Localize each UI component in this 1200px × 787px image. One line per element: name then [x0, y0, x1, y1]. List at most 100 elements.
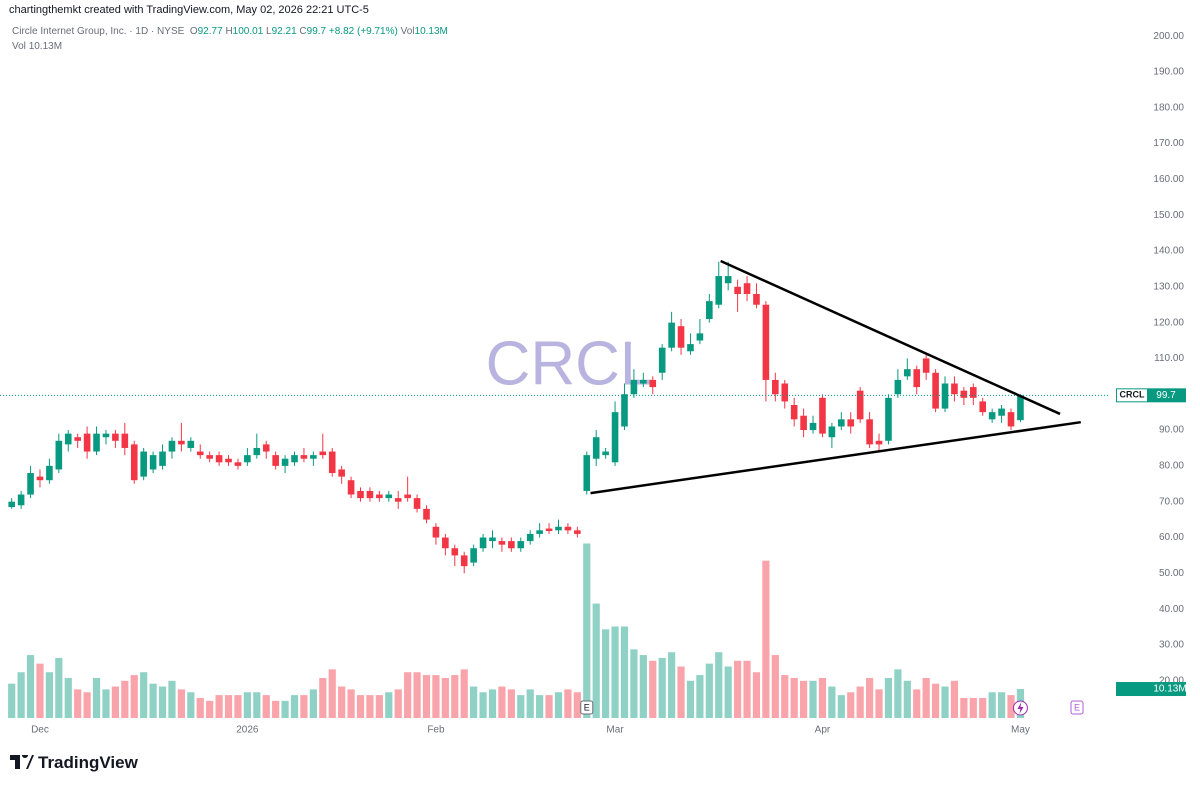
candle-body: [338, 469, 345, 477]
volume-bar: [517, 695, 525, 718]
volume-bar: [875, 689, 883, 718]
candle-body: [517, 541, 525, 549]
candle-body: [206, 455, 213, 459]
volume-bar: [762, 560, 770, 718]
candle-body: [970, 387, 977, 398]
volume-bar: [668, 652, 676, 718]
volume-bar: [26, 655, 35, 718]
volume-bar: [92, 677, 101, 718]
volume-bar: [36, 663, 44, 718]
candle-body: [17, 494, 25, 506]
volume-bar: [536, 695, 544, 718]
candle-body: [536, 530, 543, 534]
ohlc-o: O92.77: [190, 26, 223, 37]
volume-bar: [583, 543, 591, 718]
volume-bar: [262, 695, 270, 718]
trendline: [590, 420, 1081, 495]
candle-body: [262, 444, 270, 452]
candle-body: [621, 394, 628, 427]
candle-body: [423, 508, 430, 520]
candle-body: [630, 379, 638, 395]
trendline: [720, 259, 1061, 416]
candle-body: [451, 548, 459, 556]
volume-bar: [903, 680, 911, 718]
volume-bar: [696, 675, 704, 718]
y-tick-label: 160.00: [1153, 174, 1184, 185]
candle-body: [112, 433, 119, 441]
volume-bar: [413, 672, 421, 718]
value: 99.7: [306, 26, 327, 37]
candle-body: [376, 494, 383, 499]
candle-body: [932, 372, 939, 409]
prefix: H: [225, 26, 233, 37]
candle-body: [74, 437, 81, 441]
volume-bar: [1007, 695, 1015, 718]
volume-bar: [319, 677, 327, 718]
volume-bar: [64, 677, 72, 718]
volume-bar: [724, 666, 732, 718]
volume-bar: [931, 683, 940, 718]
vol-name: Vol: [12, 41, 26, 52]
candle-body: [93, 433, 100, 452]
change: +8.82 (+9.71%): [328, 26, 398, 37]
candle-body: [187, 440, 195, 448]
candle-body: [988, 412, 996, 420]
volume-bar: [856, 686, 864, 718]
volume-bar: [243, 692, 251, 718]
y-tick-label: 110.00: [1154, 353, 1184, 364]
volume-bar: [715, 652, 723, 718]
volume-legend: Vol 10.13M: [12, 41, 62, 52]
candle-body: [828, 426, 836, 438]
volume-bar: [168, 680, 176, 718]
candle-body: [64, 433, 72, 445]
vol-value: 10.13M: [28, 41, 63, 52]
volume-bar: [592, 603, 600, 718]
volume-bar: [743, 660, 751, 718]
volume-bar: [102, 689, 110, 718]
candle-body: [489, 537, 496, 542]
volume-bar: [950, 680, 959, 718]
volume-bar: [488, 689, 497, 718]
candle-body: [196, 451, 204, 456]
volume-bar: [74, 689, 82, 718]
volume-bar: [847, 692, 855, 718]
header: chartingthemkt created with TradingView.…: [9, 4, 369, 16]
candle-body: [649, 379, 657, 388]
y-tick-label: 40.00: [1159, 604, 1184, 615]
candle-body: [696, 333, 704, 341]
volume-bar: [988, 692, 996, 718]
volume-bar: [328, 669, 336, 718]
candle-body: [951, 383, 958, 395]
candle-body: [960, 390, 968, 398]
candle-body: [1017, 395, 1024, 421]
candle-body: [27, 473, 34, 495]
volume-bar: [83, 692, 91, 718]
volume-bar: [602, 629, 610, 718]
candle-body: [866, 419, 873, 445]
volume-bar: [441, 677, 449, 718]
y-tick-label: 20.00: [1159, 675, 1184, 686]
y-tick-label: 30.00: [1159, 640, 1184, 651]
candle-body: [121, 433, 129, 448]
footer-text: TradingView: [38, 753, 138, 772]
volume-bar: [196, 697, 204, 718]
value: 92.77: [197, 26, 223, 37]
candle-body: [904, 369, 911, 377]
volume-bar: [45, 672, 54, 718]
candle-body: [149, 455, 157, 470]
volume-bar: [309, 689, 317, 718]
vol-name: Vol: [400, 26, 415, 37]
candle-body: [979, 401, 987, 413]
candle-body: [460, 555, 468, 567]
candle-body: [753, 293, 760, 305]
y-tick-label: 90.00: [1159, 425, 1184, 436]
volume-bar: [884, 677, 893, 718]
legend-title: Circle Internet Group, Inc. · 1D · NYSE: [12, 26, 185, 37]
value: 100.01: [232, 26, 264, 37]
candle-body: [130, 444, 138, 481]
candle-body: [555, 526, 562, 531]
candle-body: [8, 501, 15, 508]
volume-bar: [828, 686, 836, 718]
volume-bar: [809, 680, 817, 718]
candle-body: [611, 412, 619, 463]
